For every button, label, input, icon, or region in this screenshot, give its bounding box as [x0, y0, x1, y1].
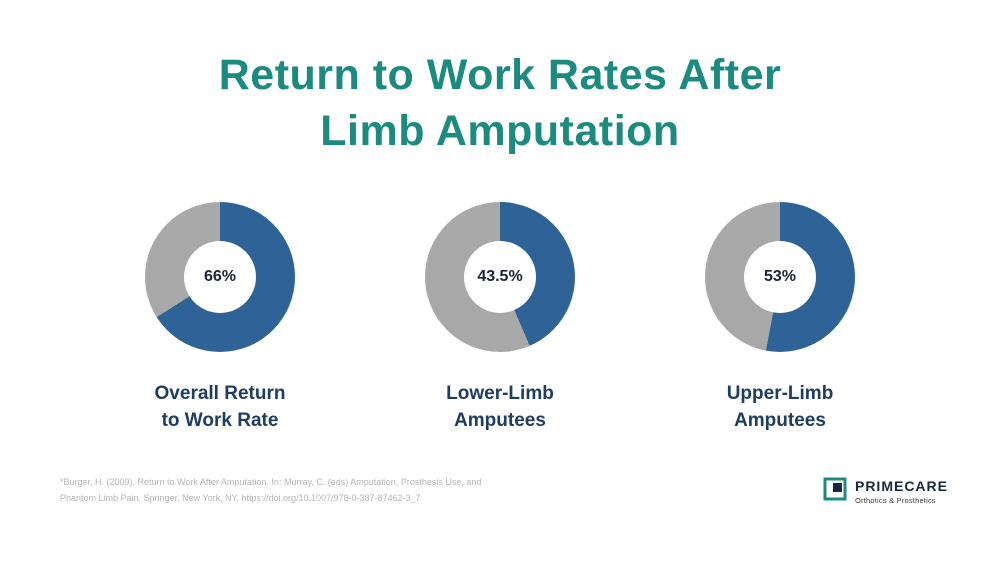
donut-percent-label: 53%	[763, 267, 797, 285]
citation-line-2: Phantom Limb Pain. Springer, New York, N…	[60, 492, 421, 503]
chart-overall-return: 66% Overall Return to Work Rate	[100, 201, 340, 435]
title-line-1: Return to Work Rates After	[218, 51, 782, 99]
donut-chart-lower-limb: 43.5%	[425, 201, 575, 352]
donut-chart-upper-limb: 53%	[705, 201, 855, 352]
citation: *Burger, H. (2009). Return to Work After…	[60, 475, 481, 506]
chart-lower-limb: 43.5% Lower-Limb Amputees	[380, 201, 620, 435]
primecare-logo: PRIMECARE Orthotics & Prosthetics	[823, 477, 948, 506]
caption-line-1: Lower-Limb	[446, 382, 554, 404]
logo-name: PRIMECARE	[854, 478, 948, 495]
chart-upper-limb: 53% Upper-Limb Amputees	[660, 201, 900, 435]
caption-line-2: to Work Rate	[161, 410, 279, 432]
donut-percent-label: 43.5%	[477, 267, 523, 285]
donut-hole: 53%	[744, 240, 816, 313]
charts-row: 66% Overall Return to Work Rate 43.5% Lo…	[0, 201, 1000, 435]
donut-hole: 66%	[184, 240, 256, 313]
donut-percent-label: 66%	[203, 267, 237, 285]
donut-hole: 43.5%	[464, 240, 536, 313]
chart-caption-overall: Overall Return to Work Rate	[155, 380, 286, 435]
primecare-logo-icon	[823, 477, 847, 506]
donut-chart-overall: 66%	[145, 201, 295, 352]
chart-caption-lower-limb: Lower-Limb Amputees	[446, 380, 554, 435]
page-title: Return to Work Rates After Limb Amputati…	[0, 0, 1000, 160]
caption-line-2: Amputees	[734, 410, 826, 432]
caption-line-1: Upper-Limb	[726, 382, 834, 404]
chart-caption-upper-limb: Upper-Limb Amputees	[727, 380, 834, 435]
caption-line-1: Overall Return	[154, 382, 286, 404]
title-line-2: Limb Amputation	[320, 106, 680, 155]
logo-tagline: Orthotics & Prosthetics	[854, 495, 936, 505]
logo-text-block: PRIMECARE Orthotics & Prosthetics	[855, 478, 948, 505]
caption-line-2: Amputees	[454, 410, 546, 432]
citation-line-1: *Burger, H. (2009). Return to Work After…	[60, 477, 482, 488]
